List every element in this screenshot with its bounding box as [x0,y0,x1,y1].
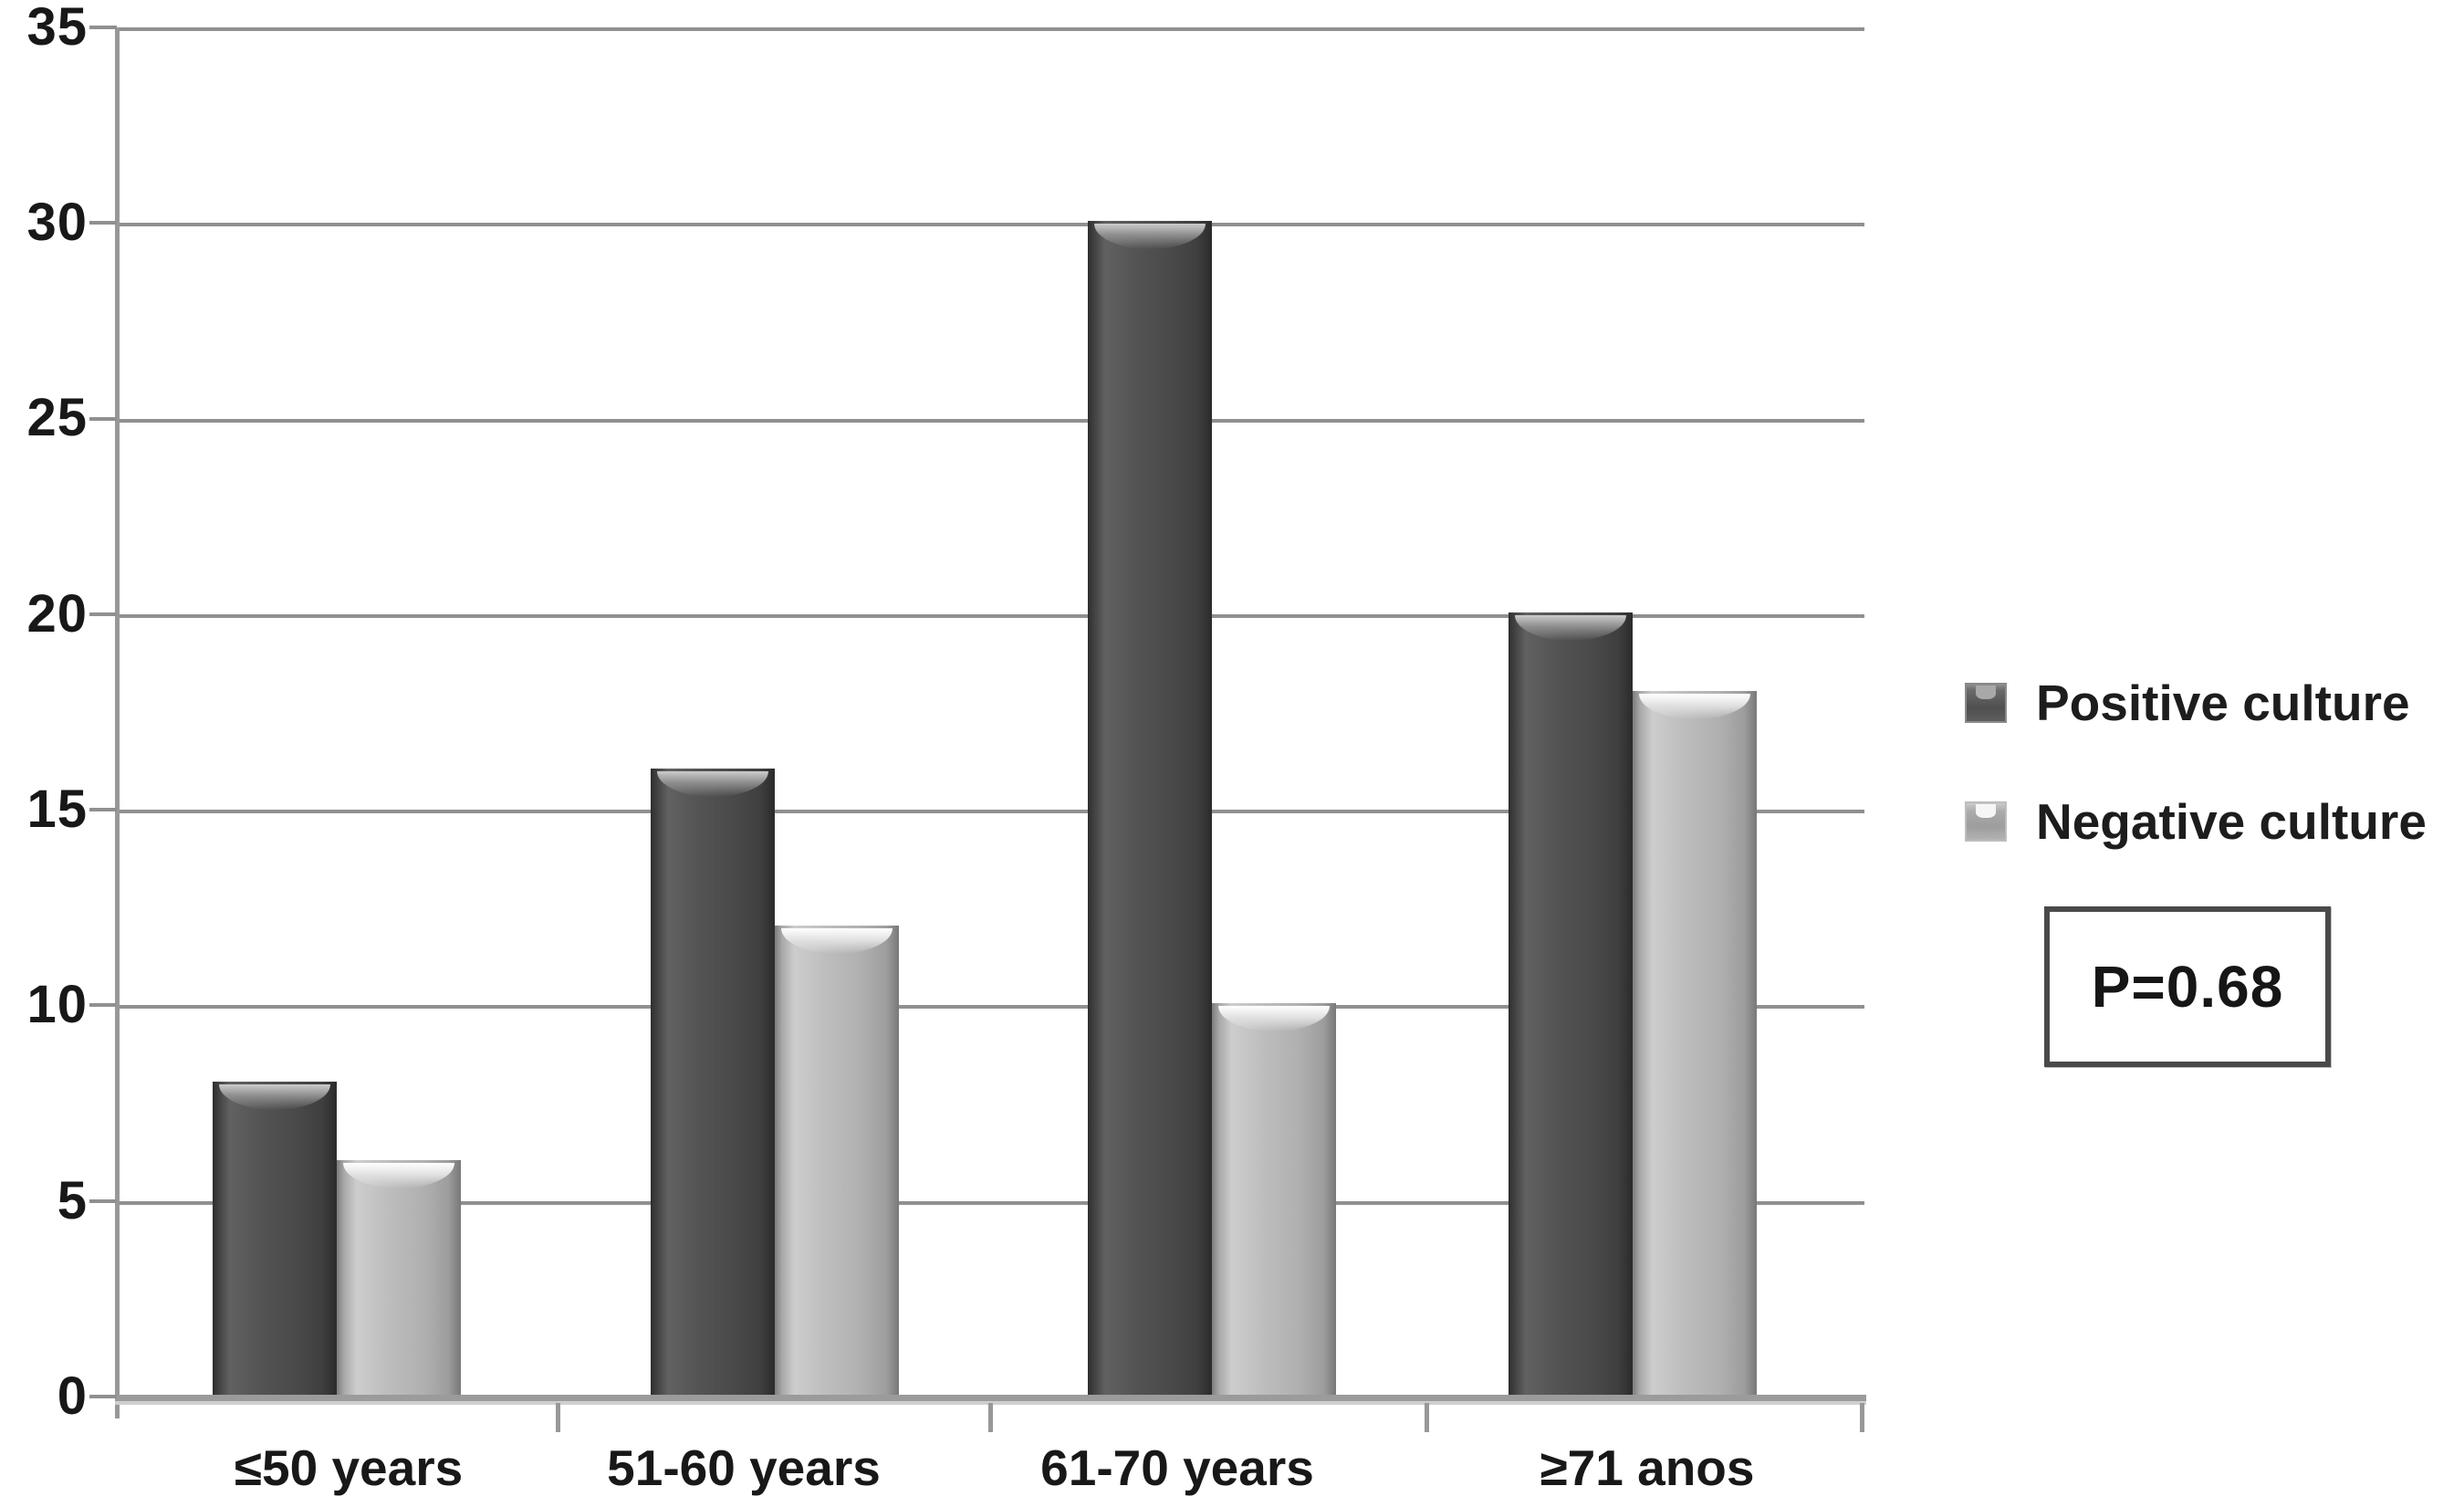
bar-negative-51-60 [775,926,899,1395]
x-tick [988,1403,993,1432]
bar-group-le50 [213,1082,461,1395]
y-tick [89,221,117,225]
p-value-box: P=0.68 [2044,906,2331,1067]
p-value-text: P=0.68 [2091,954,2284,1020]
x-category-label: 51-60 years [607,1439,881,1496]
y-tick-label: 0 [57,1366,88,1426]
y-tick [89,808,117,811]
bar-negative-ge71 [1633,691,1757,1395]
y-tick-label: 15 [26,780,88,839]
y-tick-label: 10 [26,975,88,1034]
gridline-10 [117,1005,1864,1009]
bar-group-51-60 [651,769,899,1395]
y-tick-label: 35 [26,0,88,57]
y-tick [89,1003,117,1007]
gridline-25 [117,419,1864,423]
y-axis-line [115,27,120,1418]
bar-positive-le50 [213,1082,337,1395]
legend-label-positive: Positive culture [2036,675,2410,731]
y-tick [89,1199,117,1203]
y-tick-label: 20 [26,584,88,644]
legend-label-negative: Negative culture [2036,793,2427,850]
y-tick [89,26,117,29]
positive-culture-swatch-icon [1965,683,2007,723]
bar-positive-61-70 [1088,221,1212,1395]
gridline-15 [117,810,1864,813]
y-tick [89,612,117,616]
gridline-35 [117,27,1864,31]
x-tick [556,1403,560,1432]
x-category-label: ≤50 years [234,1439,464,1496]
plot-area [89,26,1866,1432]
bar-negative-le50 [337,1160,461,1395]
gridline-20 [117,614,1864,618]
bar-positive-51-60 [651,769,775,1395]
legend-item-negative: Negative culture [1965,793,2427,850]
bar-group-61-70 [1088,221,1336,1395]
y-tick-label: 5 [57,1171,88,1230]
bar-positive-ge71 [1509,612,1633,1395]
x-category-label: ≥71 anos [1540,1439,1755,1496]
bar-negative-61-70 [1212,1003,1336,1395]
y-tick-label: 30 [26,193,88,252]
x-category-label: 61-70 years [1040,1439,1314,1496]
x-tick [1425,1403,1429,1432]
y-tick [89,1395,117,1398]
x-tick [1860,1403,1864,1432]
bar-group-ge71 [1509,612,1757,1395]
gridline-5 [117,1201,1864,1205]
legend-item-positive: Positive culture [1965,675,2410,731]
x-axis-line [115,1395,1866,1401]
negative-culture-swatch-icon [1965,801,2007,842]
y-tick-label: 25 [26,388,88,447]
y-tick [89,417,117,421]
gridline-30 [117,223,1864,226]
